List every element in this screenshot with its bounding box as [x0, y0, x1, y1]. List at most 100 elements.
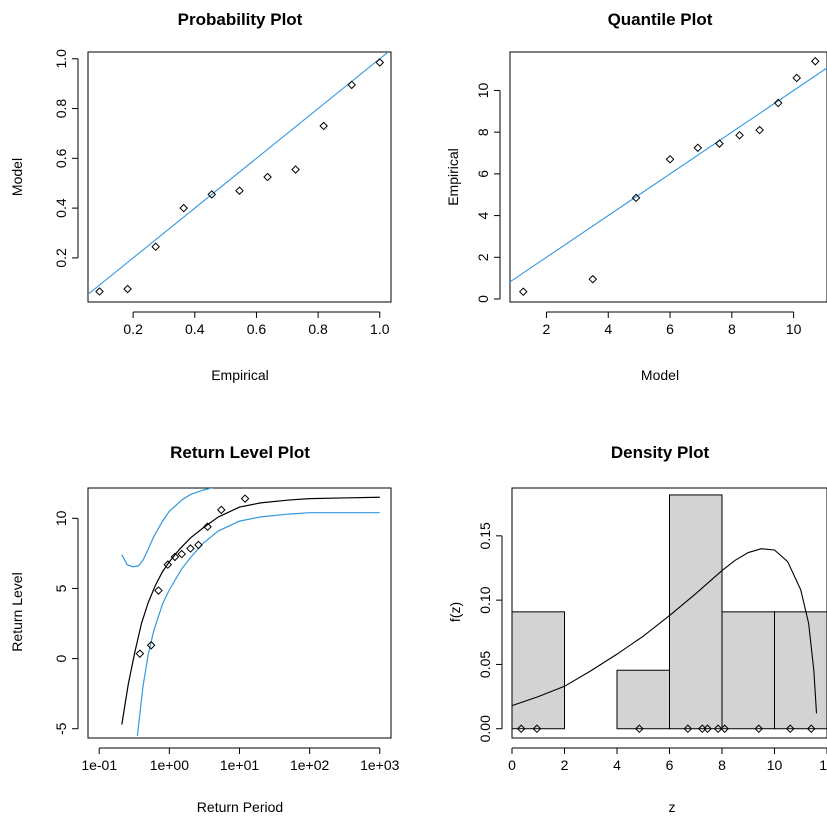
return-level-point	[177, 549, 187, 559]
quantile-plot-frame	[509, 51, 827, 303]
return-level-point	[154, 586, 163, 595]
density-plot-x-tick-label: 2	[561, 757, 569, 773]
probability-plot-y-tick-label: 0.4	[53, 198, 69, 218]
quantile-plot-point	[792, 73, 802, 83]
probability-plot-point	[95, 287, 104, 296]
density-plot-panel: Density Plot z f(z) 0 2 4 6 8 10 12 0.00 0.05 0.1…	[447, 443, 827, 815]
probability-plot-x-tick-label: 0.2	[123, 321, 143, 337]
density-plot-y-tick-label: 0.05	[477, 651, 493, 678]
quantile-plot-x-tick-label: 6	[666, 321, 674, 337]
return-level-plot-y-tick-label: 0	[53, 654, 69, 662]
quantile-plot-y-tick-label: 8	[475, 128, 491, 136]
density-plot-y-label: f(z)	[447, 602, 463, 622]
return-level-plot-y-tick-label: 10	[53, 510, 69, 526]
density-rug-point	[703, 724, 712, 734]
return-level-upper-ci-line	[121, 488, 214, 568]
density-rug-point	[785, 724, 795, 734]
return-level-plot-x-tick-label: 1e+03	[360, 757, 400, 773]
density-rug-point	[713, 724, 723, 734]
density-rug-point	[720, 724, 729, 734]
probability-plot-point	[263, 172, 272, 182]
density-histogram-bar	[721, 611, 775, 730]
quantile-plot-panel: Quantile Plot Model Empirical 2 4 6 8 10 0 2 4 6…	[445, 10, 827, 383]
probability-plot-point	[151, 242, 160, 252]
density-plot-y-tick-label: 0.15	[477, 522, 493, 549]
return-level-plot-x-tick-label: 1e+00	[150, 757, 190, 773]
quantile-plot-point	[735, 130, 744, 140]
density-plot-x-tick-label: 0	[508, 757, 516, 773]
density-plot-x-tick-label: 10	[767, 757, 783, 773]
return-level-plot-x-tick-label: 1e+02	[290, 757, 330, 773]
quantile-plot-point	[588, 274, 598, 284]
density-plot-x-tick-label: 4	[613, 757, 621, 773]
density-plot-y-tick-label: 0.00	[477, 715, 493, 742]
quantile-plot-y-tick-label: 0	[475, 295, 491, 303]
quantile-plot-x-tick-label: 2	[543, 321, 551, 337]
density-rug-point	[532, 724, 542, 734]
quantile-plot-y-tick-label: 6	[475, 170, 491, 178]
return-level-plot-y-label: Return Level	[9, 572, 25, 651]
probability-plot-y-tick-label: 0.8	[53, 99, 69, 119]
quantile-plot-y-tick-label: 10	[475, 82, 491, 98]
quantile-plot-point	[715, 139, 724, 148]
density-plot-title: Density Plot	[611, 443, 710, 462]
probability-plot-point	[319, 121, 328, 131]
quantile-plot-point	[810, 56, 820, 66]
probability-plot-reference-line	[88, 52, 390, 296]
return-level-plot-x-tick-label: 1e+01	[220, 757, 260, 773]
density-plot-x-tick-label: 6	[666, 757, 674, 773]
quantile-plot-point	[773, 98, 783, 108]
quantile-plot-x-label: Model	[641, 367, 679, 383]
quantile-plot-x-tick-label: 8	[728, 321, 736, 337]
density-plot-x-label: z	[669, 799, 676, 815]
quantile-plot-x-tick-label: 4	[604, 321, 612, 337]
density-histogram-bar	[669, 494, 723, 730]
quantile-plot-point	[518, 287, 528, 297]
probability-plot-y-tick-label: 0.6	[53, 148, 69, 168]
quantile-plot-y-label: Empirical	[445, 148, 461, 206]
return-level-estimate-line	[121, 496, 380, 725]
probability-plot-x-tick-label: 1.0	[370, 321, 390, 337]
probability-plot-point	[123, 284, 132, 294]
probability-plot-title: Probability Plot	[178, 10, 303, 29]
quantile-plot-y-tick-label: 2	[475, 253, 491, 261]
density-plot-x-tick-label: 8	[718, 757, 726, 773]
probability-plot-y-tick-label: 0.2	[53, 248, 69, 268]
quantile-plot-point	[755, 125, 764, 135]
return-level-point	[194, 540, 203, 550]
return-level-plot-x-tick-label: 1e-01	[81, 757, 117, 773]
probability-plot-point	[291, 165, 300, 174]
quantile-plot-point	[631, 193, 641, 203]
probability-plot-y-tick-label: 1.0	[53, 49, 69, 69]
quantile-plot-x-tick-label: 10	[786, 321, 802, 337]
density-rug-point	[754, 724, 764, 734]
return-level-point	[135, 649, 145, 658]
probability-plot-x-label: Empirical	[211, 367, 269, 383]
return-level-point	[163, 560, 173, 569]
return-level-plot-y-tick-label: 5	[53, 584, 69, 592]
return-level-point	[146, 640, 156, 650]
return-level-plot-frame	[87, 487, 392, 739]
return-level-lower-ci-line	[136, 512, 380, 736]
return-level-plot-panel: Return Level Plot Return Period Return L…	[9, 443, 400, 815]
quantile-plot-point	[693, 143, 703, 153]
density-histogram-bar	[774, 611, 827, 730]
density-rug-point	[806, 724, 816, 734]
density-histogram-bar	[616, 669, 670, 730]
quantile-plot-y-tick-label: 4	[475, 211, 491, 219]
probability-plot-x-tick-label: 0.6	[247, 321, 267, 337]
density-plot-x-tick-label: 12	[819, 757, 827, 773]
return-level-plot-y-tick-label: -5	[53, 722, 69, 735]
return-level-plot-x-label: Return Period	[197, 799, 283, 815]
density-rug-point	[635, 724, 644, 734]
density-plot-y-tick-label: 0.10	[477, 586, 493, 613]
quantile-plot-reference-line	[510, 67, 827, 283]
probability-plot-point	[179, 203, 189, 213]
probability-plot-point	[375, 58, 385, 67]
density-histogram-bar	[511, 611, 565, 730]
quantile-plot-title: Quantile Plot	[608, 10, 713, 29]
density-rug-point	[683, 724, 693, 734]
probability-plot-x-tick-label: 0.4	[185, 321, 205, 337]
return-level-point	[216, 505, 226, 515]
